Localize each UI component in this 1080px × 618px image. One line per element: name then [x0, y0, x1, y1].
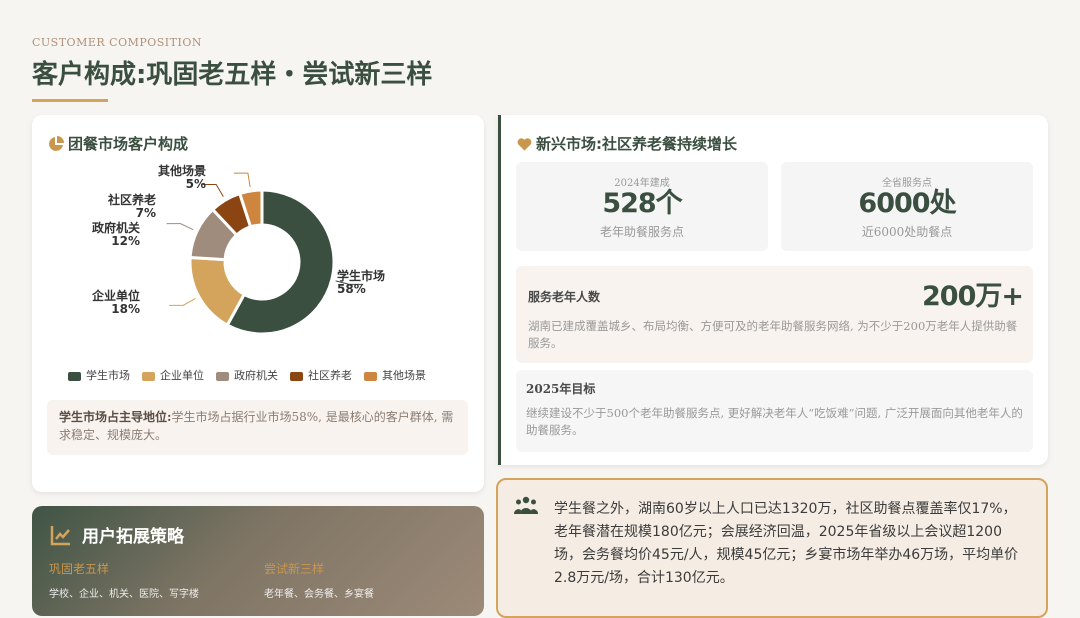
- strategy-col1-heading: 巩固老五样: [49, 562, 110, 576]
- served-label: 服务老年人数: [528, 290, 601, 304]
- pie-chart-icon: [49, 135, 64, 151]
- label-government: 政府机关 12%: [92, 221, 141, 248]
- legend-item-government[interactable]: 政府机关: [216, 367, 278, 383]
- legend-label: 政府机关: [234, 369, 278, 382]
- chart-legend: 学生市场 企业单位 政府机关 社区养老 其他场景: [68, 367, 426, 383]
- label-community: 社区养老 7%: [108, 193, 157, 220]
- users-icon: [514, 496, 538, 514]
- page-title: 客户构成:巩固老五样・尝试新三样: [32, 60, 433, 90]
- label-enterprise: 企业单位 18%: [92, 289, 141, 316]
- served-text: 湖南已建成覆盖城乡、布局均衡、方便可及的老年助餐服务网络, 为不少于200万老年…: [528, 319, 1018, 350]
- legend-swatch: [290, 371, 303, 381]
- legend-item-student[interactable]: 学生市场: [68, 367, 130, 383]
- donut-slice-other: [238, 188, 264, 229]
- leader-line-other: [233, 172, 251, 188]
- served-value: 200万+: [922, 281, 1024, 312]
- legend-item-other[interactable]: 其他场景: [364, 367, 426, 383]
- chart-line-icon: [50, 525, 70, 545]
- legend-swatch: [142, 371, 155, 381]
- donut-chart: [166, 172, 364, 336]
- card-title-text: 团餐市场客户构成: [68, 135, 189, 153]
- legend-label: 学生市场: [86, 369, 130, 382]
- legend-label: 企业单位: [160, 369, 204, 382]
- stat-province-points: 全省服务点 6000处 近6000处助餐点: [781, 162, 1033, 251]
- market-insight-box: 学生餐之外，湖南60岁以上人口已达1320万，社区助餐点覆盖率仅17%，老年餐潜…: [496, 478, 1048, 618]
- stat-built-2024: 2024年建成 528个 老年助餐服务点: [516, 162, 768, 251]
- customer-composition-card: 团餐市场客户构成 学生市场 58% 企业单位 18% 政府机关 12% 社区养老 7% …: [32, 115, 484, 492]
- strategy-col2-text: 老年餐、会务餐、乡宴餐: [264, 589, 374, 600]
- legend-label: 其他场景: [382, 369, 426, 382]
- leader-line-enterprise: [169, 298, 196, 306]
- leader-line-government: [166, 223, 194, 231]
- card-title-text: 新兴市场:社区养老餐持续增长: [536, 135, 737, 153]
- served-elderly-box: 服务老年人数 200万+ 湖南已建成覆盖城乡、布局均衡、方便可及的老年助餐服务网…: [516, 266, 1033, 363]
- donut-slice-student: [225, 188, 336, 336]
- heart-icon: [517, 137, 532, 151]
- label-other: 其他场景 5%: [158, 164, 207, 191]
- leader-line-student: [335, 280, 364, 285]
- legend-item-community[interactable]: 社区养老: [290, 367, 352, 383]
- legend-swatch: [68, 371, 81, 381]
- strategy-card: 用户拓展策略 巩固老五样 学校、企业、机关、医院、写字楼 尝试新三样 老年餐、会…: [32, 506, 484, 616]
- legend-item-enterprise[interactable]: 企业单位: [142, 367, 204, 383]
- card-title: 新兴市场:社区养老餐持续增长: [517, 133, 737, 154]
- card-title: 团餐市场客户构成: [48, 133, 188, 154]
- insight-text: 学生餐之外，湖南60岁以上人口已达1320万，社区助餐点覆盖率仅17%，老年餐潜…: [554, 501, 1019, 586]
- label-student: 学生市场 58%: [337, 269, 386, 296]
- legend-swatch: [216, 371, 229, 381]
- insight-note: 学生市场占主导地位:学生市场占据行业市场58%, 是最核心的客户群体, 需求稳定…: [47, 400, 468, 455]
- strategy-col2-heading: 尝试新三样: [264, 562, 325, 576]
- goal-box: 2025年目标 继续建设不少于500个老年助餐服务点, 更好解决老年人“吃饭难”…: [516, 370, 1033, 452]
- goal-text: 继续建设不少于500个老年助餐服务点, 更好解决老年人“吃饭难”问题, 广泛开展…: [526, 406, 1023, 437]
- title-underline: [32, 99, 108, 102]
- goal-label: 2025年目标: [526, 382, 596, 396]
- strategy-title: 用户拓展策略: [50, 522, 184, 547]
- legend-swatch: [364, 371, 377, 381]
- section-eyebrow: CUSTOMER COMPOSITION: [32, 36, 202, 49]
- emerging-market-card: 新兴市场:社区养老餐持续增长 2024年建成 528个 老年助餐服务点 全省服务点 6…: [498, 115, 1048, 465]
- leader-line-community: [202, 184, 224, 197]
- legend-label: 社区养老: [308, 369, 352, 382]
- strategy-col1-text: 学校、企业、机关、医院、写字楼: [49, 589, 199, 600]
